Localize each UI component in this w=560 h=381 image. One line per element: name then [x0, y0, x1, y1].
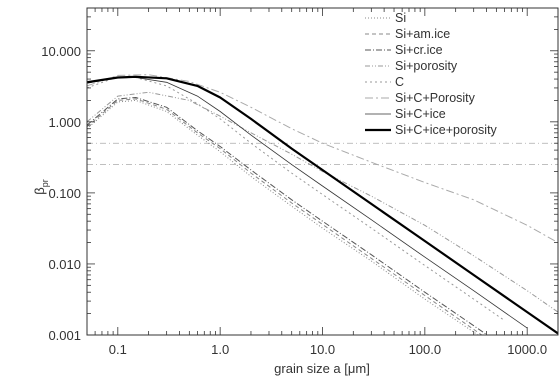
- y-tick-label: 1.000: [48, 115, 81, 130]
- reference-lines: [87, 142, 558, 166]
- x-tick-label: 1.0: [211, 342, 229, 357]
- series-line-8: [87, 75, 558, 335]
- y-tick-label: 0.100: [48, 186, 81, 201]
- x-tick-label: 0.1: [109, 342, 127, 357]
- y-axis-label: βpr: [32, 179, 50, 195]
- series-line-4: [87, 91, 558, 313]
- x-tick-label: 100.0: [409, 342, 442, 357]
- y-tick-label: 0.001: [48, 328, 81, 343]
- series-line-6: [87, 74, 558, 244]
- x-tick-label: 10.0: [310, 342, 335, 357]
- legend: Si Si+am.ice Si+cr.ice Si+porosity C Si+C+Por…: [365, 11, 498, 137]
- y-tick-label: 10.000: [41, 44, 81, 59]
- series-line-1: [87, 99, 479, 335]
- series-line-2: [87, 98, 483, 335]
- tick-labels: 0.1 1.0 10.0 100.0 1000.0 0.001 0.010 0.100 1.00…: [41, 44, 547, 357]
- legend-label: Si+C+ice: [395, 107, 446, 121]
- legend-label: Si+C+Porosity: [395, 91, 476, 105]
- legend-label: C: [395, 75, 404, 89]
- x-axis-label: grain size a [μm]: [274, 361, 370, 376]
- tick-marks: [86, 7, 559, 336]
- y-axis-label-sub: pr: [40, 179, 50, 187]
- y-axis-label-main: β: [32, 187, 47, 194]
- series-curves: [87, 74, 558, 335]
- x-tick-label: 1000.0: [507, 342, 547, 357]
- legend-label: Si+cr.ice: [395, 43, 443, 57]
- series-line-3: [87, 97, 489, 335]
- y-tick-label: 0.010: [48, 257, 81, 272]
- legend-label: Si+porosity: [395, 59, 458, 73]
- legend-label: Si+C+ice+porosity: [395, 123, 498, 137]
- legend-label: Si: [395, 11, 406, 25]
- legend-label: Si+am.ice: [395, 27, 450, 41]
